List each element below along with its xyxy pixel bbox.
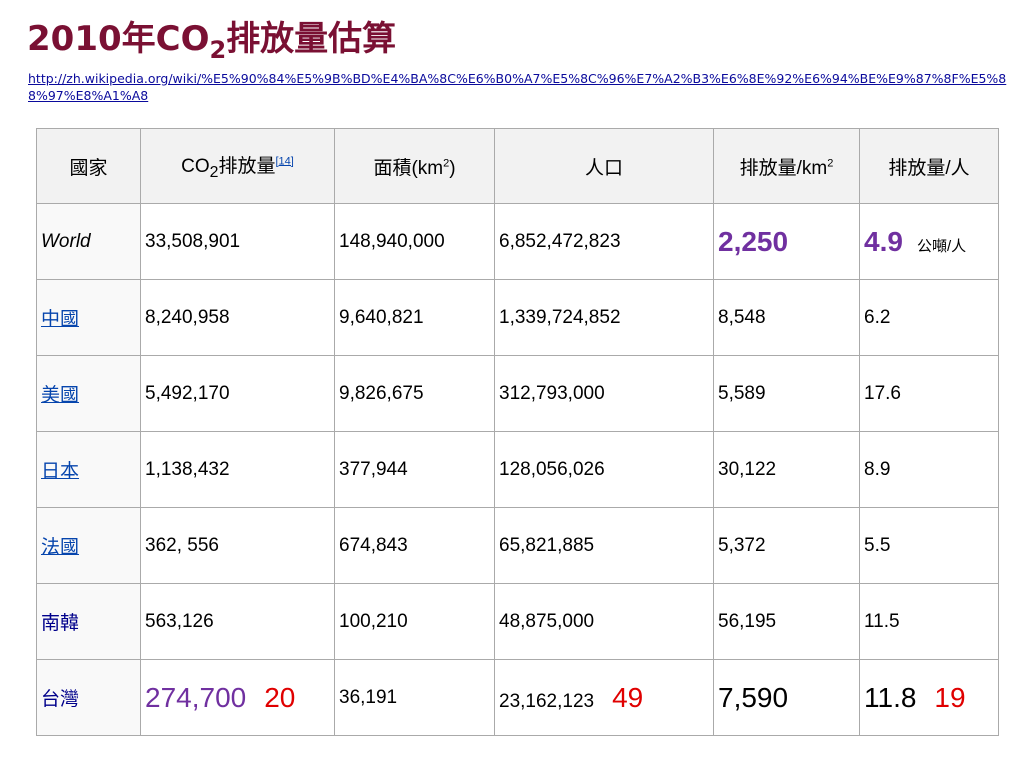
co2-emissions-table: 國家 CO2排放量[14] 面積(km2) 人口 排放量/km2 排放量/人 W… bbox=[36, 128, 999, 736]
country-label[interactable]: 美國 bbox=[41, 385, 80, 406]
header-area-suffix: ) bbox=[449, 157, 456, 179]
cell-per-person: 17.6 bbox=[859, 355, 999, 432]
cell-per-km2: 7,590 bbox=[713, 659, 860, 736]
taiwan-co2-value: 274,700 bbox=[145, 681, 247, 713]
source-link[interactable]: http://zh.wikipedia.org/wiki/%E5%90%84%E… bbox=[28, 71, 1007, 103]
taiwan-co2-rank: 20 bbox=[264, 681, 296, 713]
cell-co2: 362, 556 bbox=[140, 507, 335, 584]
header-per-person: 排放量/人 bbox=[859, 128, 999, 204]
cell-population: 48,875,000 bbox=[494, 583, 714, 660]
cell-co2: 1,138,432 bbox=[140, 431, 335, 508]
slide-title: 2010年CO2排放量估算 bbox=[27, 16, 397, 64]
taiwan-population-value: 23,162,123 bbox=[499, 690, 595, 712]
cell-population: 312,793,000 bbox=[494, 355, 714, 432]
cell-population: 6,852,472,823 bbox=[494, 203, 714, 280]
cell-per-person: 11.5 bbox=[859, 583, 999, 660]
header-area-sup: 2 bbox=[443, 157, 450, 170]
cell-area: 36,191 bbox=[334, 659, 495, 736]
taiwan-per-person-rank: 19 bbox=[934, 681, 966, 713]
cell-population: 128,056,026 bbox=[494, 431, 714, 508]
title-suffix: 排放量估算 bbox=[226, 19, 397, 59]
cell-co2: 8,240,958 bbox=[140, 279, 335, 356]
table-row: 美國 5,492,170 9,826,675 312,793,000 5,589… bbox=[36, 355, 999, 432]
table-row-taiwan: 台灣 274,700 20 36,191 23,162,123 49 7,590 1… bbox=[36, 659, 999, 736]
country-label: 台灣 bbox=[41, 689, 80, 710]
table-row: 南韓 563,126 100,210 48,875,000 56,195 11.… bbox=[36, 583, 999, 660]
cell-per-km2: 5,589 bbox=[713, 355, 860, 432]
reference-link[interactable]: [14] bbox=[275, 155, 294, 168]
table-row-world: World 33,508,901 148,940,000 6,852,472,8… bbox=[36, 203, 999, 280]
country-link-china[interactable]: 中國 bbox=[36, 279, 141, 356]
taiwan-per-km2-value: 7,590 bbox=[718, 681, 789, 713]
header-country: 國家 bbox=[36, 128, 141, 204]
country-link-france[interactable]: 法國 bbox=[36, 507, 141, 584]
header-per-km2-prefix: 排放量/km bbox=[739, 157, 828, 179]
title-prefix: 2010年CO bbox=[27, 19, 210, 59]
country-label[interactable]: 中國 bbox=[41, 309, 80, 330]
header-co2-suffix: 排放量 bbox=[218, 155, 276, 177]
cell-co2: 5,492,170 bbox=[140, 355, 335, 432]
table-header-row: 國家 CO2排放量[14] 面積(km2) 人口 排放量/km2 排放量/人 bbox=[36, 128, 999, 204]
header-per-km2: 排放量/km2 bbox=[713, 128, 860, 204]
taiwan-population-rank: 49 bbox=[612, 681, 644, 713]
country-label[interactable]: 法國 bbox=[41, 537, 80, 558]
cell-area: 377,944 bbox=[334, 431, 495, 508]
taiwan-per-person-value: 11.8 bbox=[864, 681, 917, 713]
header-per-km2-sup: 2 bbox=[827, 157, 834, 170]
cell-co2: 563,126 bbox=[140, 583, 335, 660]
table-row: 中國 8,240,958 9,640,821 1,339,724,852 8,5… bbox=[36, 279, 999, 356]
cell-per-km2: 30,122 bbox=[713, 431, 860, 508]
cell-population: 1,339,724,852 bbox=[494, 279, 714, 356]
cell-per-person: 5.5 bbox=[859, 507, 999, 584]
cell-area: 674,843 bbox=[334, 507, 495, 584]
cell-per-person: 6.2 bbox=[859, 279, 999, 356]
cell-population: 23,162,123 49 bbox=[494, 659, 714, 736]
header-co2-emissions: CO2排放量[14] bbox=[140, 128, 335, 204]
cell-co2: 274,700 20 bbox=[140, 659, 335, 736]
cell-per-person: 11.8 19 bbox=[859, 659, 999, 736]
country-label[interactable]: 日本 bbox=[41, 461, 80, 482]
country-world: World bbox=[36, 203, 141, 280]
world-per-km2-value: 2,250 bbox=[718, 225, 789, 257]
country-south-korea: 南韓 bbox=[36, 583, 141, 660]
cell-per-km2: 56,195 bbox=[713, 583, 860, 660]
cell-per-km2: 5,372 bbox=[713, 507, 860, 584]
unit-label: 公噸/人 bbox=[916, 237, 967, 255]
title-subscript: 2 bbox=[209, 36, 227, 64]
cell-per-person: 8.9 bbox=[859, 431, 999, 508]
cell-population: 65,821,885 bbox=[494, 507, 714, 584]
cell-area: 9,826,675 bbox=[334, 355, 495, 432]
cell-per-km2: 2,250 bbox=[713, 203, 860, 280]
header-population: 人口 bbox=[494, 128, 714, 204]
header-co2-prefix: CO bbox=[181, 155, 210, 177]
cell-area: 9,640,821 bbox=[334, 279, 495, 356]
country-taiwan: 台灣 bbox=[36, 659, 141, 736]
cell-area: 100,210 bbox=[334, 583, 495, 660]
table-row: 日本 1,138,432 377,944 128,056,026 30,122 … bbox=[36, 431, 999, 508]
table-row: 法國 362, 556 674,843 65,821,885 5,372 5.5 bbox=[36, 507, 999, 584]
country-world-label: World bbox=[41, 230, 91, 252]
world-per-person-value: 4.9 bbox=[864, 225, 903, 257]
header-area-prefix: 面積(km bbox=[373, 157, 444, 179]
cell-area: 148,940,000 bbox=[334, 203, 495, 280]
country-link-usa[interactable]: 美國 bbox=[36, 355, 141, 432]
header-area: 面積(km2) bbox=[334, 128, 495, 204]
header-co2-sub: 2 bbox=[209, 163, 219, 181]
cell-per-person: 4.9 公噸/人 bbox=[859, 203, 999, 280]
cell-co2: 33,508,901 bbox=[140, 203, 335, 280]
country-label: 南韓 bbox=[41, 613, 80, 634]
cell-per-km2: 8,548 bbox=[713, 279, 860, 356]
country-link-japan[interactable]: 日本 bbox=[36, 431, 141, 508]
